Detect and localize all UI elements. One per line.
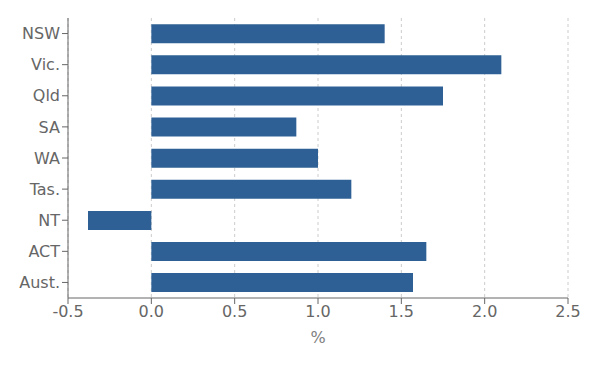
svg-text:1.5: 1.5 xyxy=(389,302,414,321)
svg-text:Qld: Qld xyxy=(33,86,60,105)
svg-text:0.5: 0.5 xyxy=(222,302,247,321)
svg-text:-0.5: -0.5 xyxy=(52,302,83,321)
svg-text:ACT: ACT xyxy=(28,242,60,261)
svg-text:Vic.: Vic. xyxy=(31,55,60,74)
svg-text:%: % xyxy=(310,328,325,347)
svg-text:NT: NT xyxy=(38,211,60,230)
svg-text:2.0: 2.0 xyxy=(472,302,497,321)
svg-text:SA: SA xyxy=(39,118,60,137)
svg-text:Aust.: Aust. xyxy=(19,273,60,292)
svg-text:Tas.: Tas. xyxy=(29,180,60,199)
svg-text:1.0: 1.0 xyxy=(305,302,330,321)
svg-text:NSW: NSW xyxy=(22,24,60,43)
svg-text:0.0: 0.0 xyxy=(139,302,164,321)
svg-text:WA: WA xyxy=(34,149,60,168)
svg-text:2.5: 2.5 xyxy=(555,302,580,321)
